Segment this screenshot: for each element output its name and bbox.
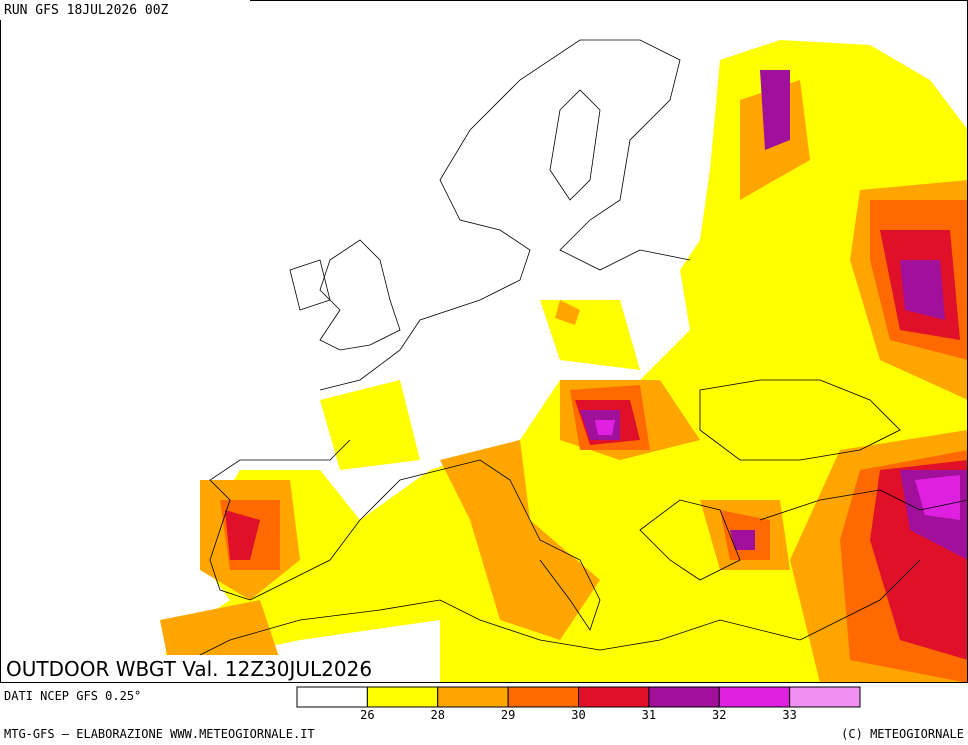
coastlines (169, 39, 968, 671)
legend-tick-label: 32 (712, 708, 726, 722)
legend-tick-label: 26 (360, 708, 374, 722)
source-label: DATI NCEP GFS 0.25° (4, 689, 141, 703)
run-box (0, 0, 250, 20)
legend-tick-label: 30 (571, 708, 585, 722)
legend-box (437, 686, 509, 708)
legend-box (789, 686, 861, 708)
heat-field (160, 40, 968, 683)
legend-box (296, 686, 368, 708)
legend-box (366, 686, 439, 708)
legend-tick-label: 29 (501, 708, 515, 722)
map-title: OUTDOOR WBGT Val. 12Z30JUL2026 (6, 657, 372, 681)
legend-box (507, 686, 579, 708)
map: OUTDOOR WBGT Val. 12Z30JUL2026 RUN GFS 1… (0, 0, 968, 683)
legend-tick-label: 31 (642, 708, 656, 722)
run-label: RUN GFS 18JUL2026 00Z (4, 3, 169, 18)
legend-box (578, 686, 650, 708)
footer-right: (C) METEOGIORNALE (841, 727, 964, 741)
legend-box (718, 686, 791, 708)
legend-box (648, 686, 720, 708)
map-title-box (0, 655, 412, 683)
legend-tick-label: 28 (431, 708, 445, 722)
footer-left: MTG-GFS — ELABORAZIONE WWW.METEOGIORNALE… (4, 727, 315, 741)
color-legend: 26 28 29 30 31 32 33 (296, 686, 861, 722)
legend-tick-label: 33 (782, 708, 796, 722)
